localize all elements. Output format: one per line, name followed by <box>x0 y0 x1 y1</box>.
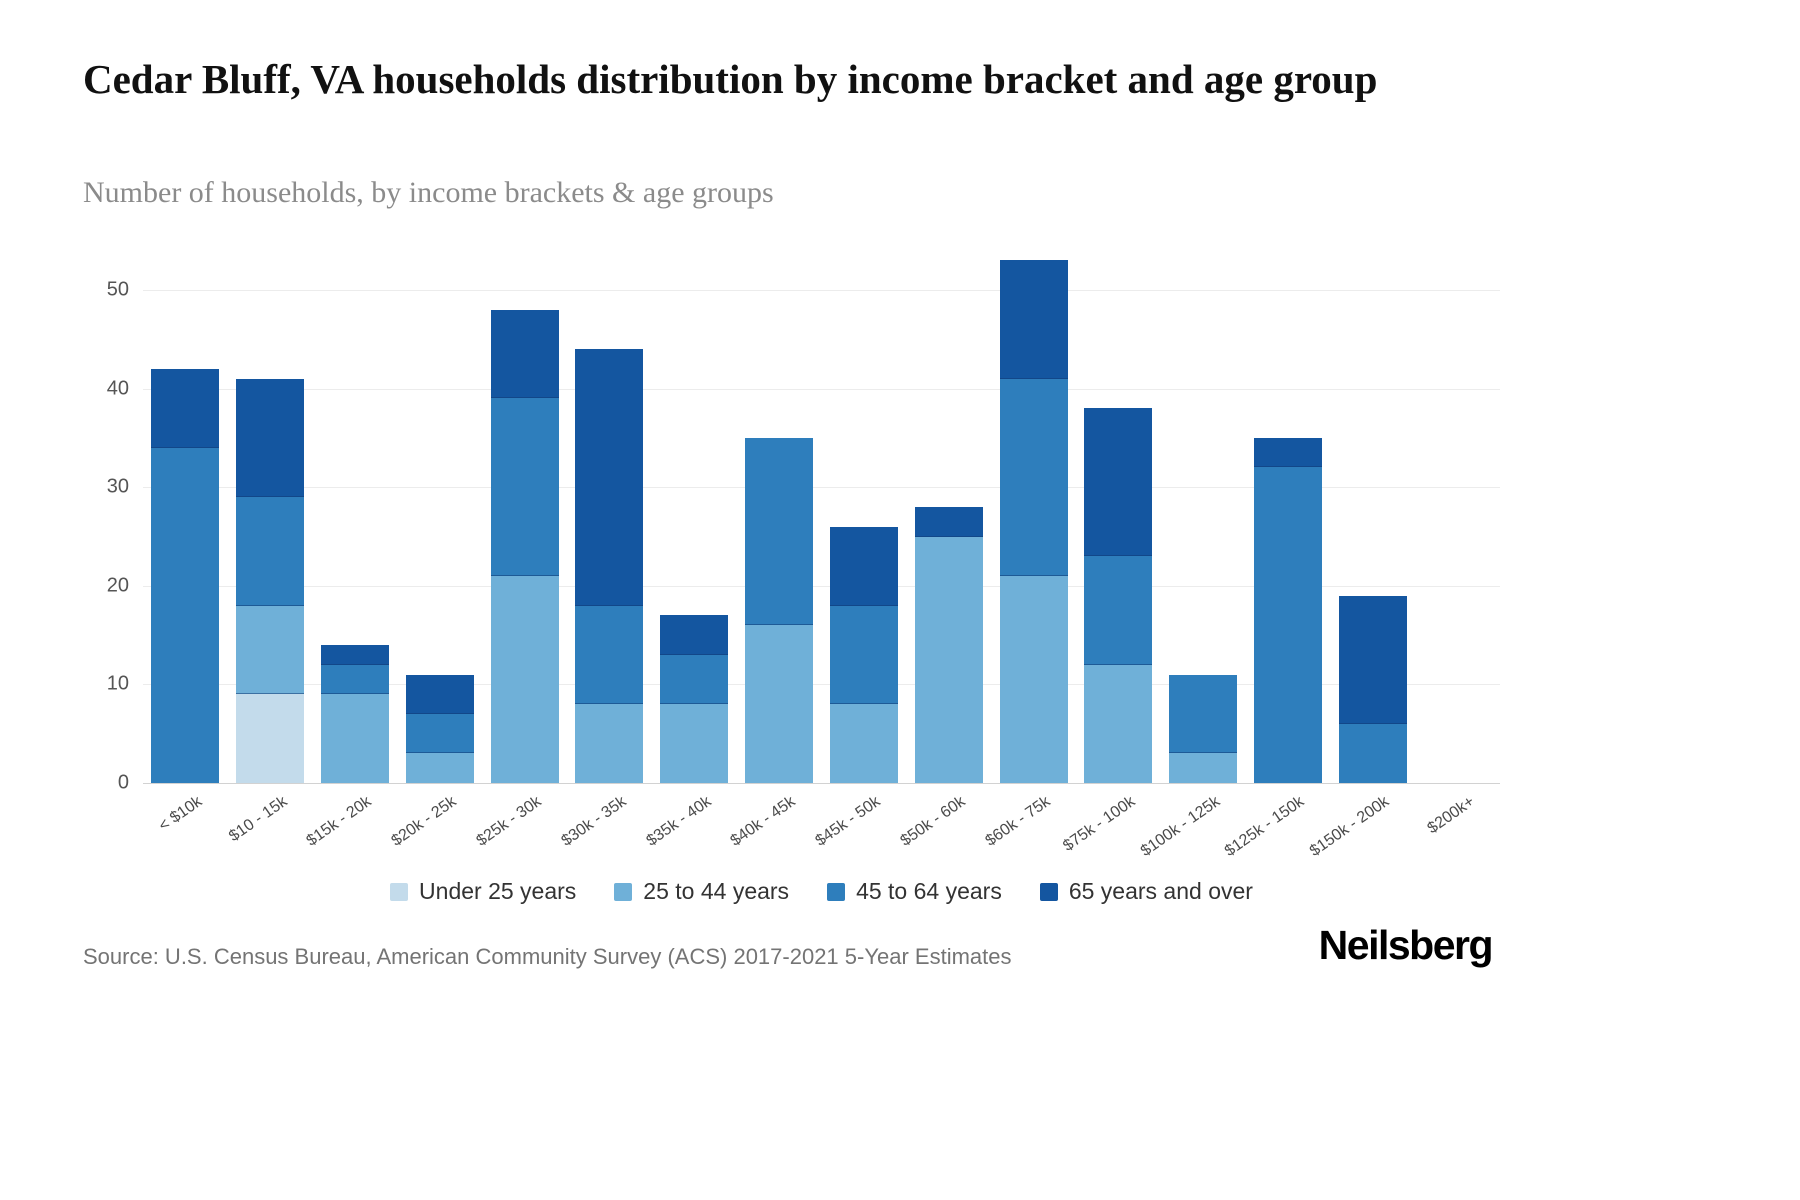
gridline <box>143 290 1500 291</box>
legend-label: 45 to 64 years <box>856 878 1002 904</box>
x-tick-label: $100k - 125k <box>1137 793 1223 860</box>
x-tick-label: $35k - 40k <box>643 793 715 850</box>
page-subtitle: Number of households, by income brackets… <box>83 176 774 209</box>
source-note: Source: U.S. Census Bureau, American Com… <box>83 944 1012 969</box>
bar-segment <box>1169 753 1238 783</box>
x-tick-label: $50k - 60k <box>897 793 969 850</box>
gridline <box>143 684 1500 686</box>
bar-segment <box>914 536 983 783</box>
bar-segment <box>829 704 898 783</box>
bar-segment <box>1084 556 1153 665</box>
x-tick-label: $40k - 45k <box>727 793 799 850</box>
legend-item: Under 25 years <box>390 878 576 905</box>
bar-segment <box>829 526 898 606</box>
bar-segment <box>321 644 390 665</box>
bar-segment <box>236 605 305 695</box>
bar-segment <box>575 349 644 606</box>
plot-area: 0 10 20 30 40 50 < $10k $10 - 15k $15k - 20k $20k… <box>107 240 1500 860</box>
y-tick-label: 50 <box>106 278 129 301</box>
bar-segment <box>745 437 814 626</box>
bar-segment <box>490 309 559 399</box>
bar-segment <box>660 704 729 783</box>
x-tick-label: $15k - 20k <box>303 793 375 850</box>
bar-segment <box>999 575 1068 783</box>
legend-item: 25 to 44 years <box>614 878 789 905</box>
x-tick-label: < $10k <box>155 793 206 835</box>
legend-label: 25 to 44 years <box>643 878 790 904</box>
bar-segment <box>321 664 390 695</box>
x-tick-label: $150k - 200k <box>1306 793 1393 860</box>
bar-segment <box>236 694 305 783</box>
bar-segment <box>914 506 983 537</box>
legend-item: 65 years and over <box>1039 878 1253 905</box>
bar-segment <box>1084 408 1153 557</box>
x-tick-label: $10 - 15k <box>225 793 290 846</box>
bar-segment <box>999 378 1068 576</box>
x-tick-label: $60k - 75k <box>982 793 1054 850</box>
legend-item: 45 to 64 years <box>827 878 1002 905</box>
bar-segment <box>1253 437 1322 468</box>
bar-segment <box>321 694 390 783</box>
gridline <box>143 487 1500 489</box>
bar-segment <box>405 753 474 783</box>
y-tick-label: 0 <box>117 771 129 794</box>
brand-logo: Neilsberg <box>1318 922 1494 968</box>
bar-segment <box>405 713 474 754</box>
y-tick-label: 10 <box>106 672 129 695</box>
bar-segment <box>575 704 644 783</box>
x-tick-label: $125k - 150k <box>1222 793 1308 860</box>
legend-swatch <box>614 882 633 901</box>
bar-segment <box>1338 595 1407 724</box>
y-tick-label: 20 <box>106 574 129 597</box>
legend: Under 25 years 25 to 44 years 45 to 64 yea… <box>143 878 1500 905</box>
bar-segment <box>1253 467 1322 783</box>
gridline <box>143 585 1500 587</box>
gridline <box>143 783 1500 784</box>
x-tick-label: $20k - 25k <box>388 793 460 850</box>
gridline <box>143 388 1500 390</box>
page-title: Cedar Bluff, VA households distribution … <box>83 56 1378 102</box>
x-tick-label: $25k - 30k <box>473 793 545 850</box>
y-tick-label: 40 <box>106 377 129 400</box>
legend-swatch <box>1039 882 1058 901</box>
x-tick-label: $30k - 35k <box>558 793 630 850</box>
bar-segment <box>575 605 644 705</box>
x-tick-label: $75k - 100k <box>1059 793 1139 855</box>
bar-segment <box>490 398 559 576</box>
legend-swatch <box>390 882 409 901</box>
bar-segment <box>660 615 729 655</box>
legend-swatch <box>827 882 846 901</box>
legend-label: Under 25 years <box>419 878 577 904</box>
bar-segment <box>745 625 814 783</box>
bar-segment <box>1169 674 1238 754</box>
bar-segment <box>405 674 474 714</box>
bar-segment <box>829 605 898 705</box>
y-tick-label: 30 <box>106 475 129 498</box>
bar-segment <box>660 654 729 705</box>
x-tick-label: $200k+ <box>1424 793 1478 838</box>
bar-segment <box>236 378 305 498</box>
bar-segment <box>1338 723 1407 783</box>
bar-segment <box>1084 664 1153 783</box>
legend-label: 65 years and over <box>1068 878 1253 904</box>
bar-segment <box>151 368 220 448</box>
bar-segment <box>236 497 305 606</box>
x-tick-label: $45k - 50k <box>812 793 884 850</box>
bar-segment <box>490 575 559 783</box>
bar-segment <box>151 447 220 783</box>
bar-segment <box>999 260 1068 379</box>
